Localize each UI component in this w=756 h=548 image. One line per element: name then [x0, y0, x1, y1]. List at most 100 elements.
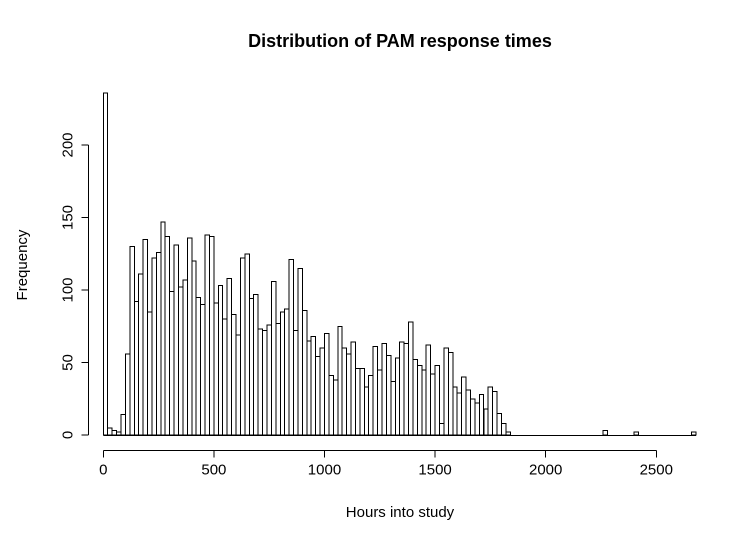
- x-axis: 0 500 1000 1500 2000 2500: [99, 450, 673, 479]
- y-tick-label: 0: [60, 431, 77, 439]
- histogram-bar: [217, 285, 224, 436]
- histogram-bar: [120, 414, 126, 436]
- histogram-bar: [178, 286, 184, 436]
- histogram-bar: [500, 422, 507, 436]
- histogram-bar: [288, 259, 295, 436]
- histogram-bar: [385, 354, 392, 436]
- histogram-bar: [257, 328, 264, 436]
- histogram-bar: [602, 430, 609, 436]
- histogram-bar: [142, 238, 149, 436]
- histogram-bar: [297, 267, 303, 436]
- histogram-bar: [244, 253, 250, 436]
- histogram-bar: [368, 375, 374, 436]
- y-tick-label: 100: [60, 277, 77, 302]
- histogram-bar: [160, 221, 166, 436]
- histogram-bar: [200, 304, 206, 436]
- histogram-bar: [434, 364, 440, 436]
- histogram-bar: [306, 340, 312, 436]
- histogram-bar: [390, 380, 396, 436]
- histogram-bar: [492, 391, 498, 436]
- x-tick-label: 0: [99, 462, 107, 479]
- histogram-bar: [231, 314, 237, 436]
- histogram-bar: [394, 357, 401, 436]
- histogram-bar: [469, 398, 476, 436]
- histogram-bar: [124, 353, 131, 436]
- histogram-bar: [354, 367, 361, 436]
- histogram-bar: [399, 341, 405, 436]
- histogram-bar: [275, 322, 281, 436]
- histogram-bar: [111, 430, 118, 436]
- histogram-bar: [496, 412, 502, 436]
- histogram-bar: [452, 386, 458, 436]
- x-tick-label: 500: [201, 462, 226, 479]
- histogram-bar: [164, 235, 171, 436]
- histogram-bar: [319, 347, 325, 436]
- histogram-bar: [439, 422, 445, 436]
- histogram-bar: [430, 373, 436, 436]
- histogram-bar: [381, 343, 387, 436]
- histogram-bar: [248, 298, 255, 436]
- histogram-bar: [456, 392, 463, 436]
- histogram-bar: [208, 235, 215, 436]
- histogram-bar: [270, 280, 277, 436]
- y-tick-label: 50: [60, 354, 77, 371]
- histogram-bar: [279, 311, 286, 436]
- x-tick-label: 2500: [640, 462, 673, 479]
- histogram-bar: [633, 431, 640, 436]
- histogram-bar: [191, 260, 197, 436]
- histogram-bar: [478, 393, 485, 436]
- histogram-bars: [102, 92, 697, 436]
- histogram-bar: [310, 335, 317, 436]
- histogram-bar: [226, 277, 233, 436]
- histogram-bar: [412, 359, 418, 436]
- histogram-bar: [239, 257, 246, 436]
- histogram-bar: [301, 309, 308, 436]
- y-axis-label: Frequency: [14, 229, 31, 300]
- histogram-bar: [293, 330, 299, 436]
- x-tick-label: 2000: [529, 462, 562, 479]
- histogram-bar: [346, 353, 352, 436]
- histogram-bar: [284, 308, 290, 436]
- histogram-bar: [147, 311, 153, 436]
- histogram-bar: [363, 386, 370, 436]
- y-axis: 0 50 100 150 200: [60, 132, 89, 439]
- histogram-bar: [350, 341, 356, 436]
- histogram-bar: [416, 364, 423, 436]
- histogram-bar: [186, 237, 193, 436]
- histogram-bar: [235, 334, 241, 436]
- histogram-bar: [691, 431, 697, 436]
- histogram-bar: [116, 431, 122, 436]
- histogram-bar: [403, 343, 410, 436]
- histogram-bar: [377, 369, 383, 436]
- histogram-bar: [253, 293, 259, 436]
- histogram-bar: [421, 369, 427, 436]
- histogram-bar: [425, 344, 432, 436]
- histogram-bar: [315, 356, 321, 436]
- histogram-bar: [323, 333, 330, 436]
- y-tick-label: 200: [60, 132, 77, 157]
- histogram-bar: [102, 92, 109, 436]
- x-tick-label: 1000: [308, 462, 341, 479]
- histogram-bar: [213, 302, 219, 436]
- histogram-bar: [173, 244, 180, 436]
- histogram-bar: [465, 389, 471, 436]
- histogram-bar: [328, 375, 334, 436]
- histogram-bar: [359, 367, 365, 436]
- histogram-bar: [138, 273, 144, 436]
- x-tick-label: 1500: [418, 462, 451, 479]
- histogram-bar: [262, 330, 268, 436]
- histogram-bar: [169, 290, 175, 436]
- histogram-bar: [461, 376, 467, 436]
- histogram-bar: [474, 402, 480, 436]
- histogram-bar: [487, 386, 494, 436]
- histogram-bar: [332, 379, 339, 436]
- histogram-bar: [151, 257, 157, 436]
- histogram-bar: [133, 301, 140, 436]
- histogram-bar: [408, 321, 414, 436]
- histogram-bar: [483, 408, 489, 436]
- histogram-bar: [337, 325, 343, 436]
- histogram-bar: [341, 347, 348, 436]
- histogram-bar: [195, 296, 202, 436]
